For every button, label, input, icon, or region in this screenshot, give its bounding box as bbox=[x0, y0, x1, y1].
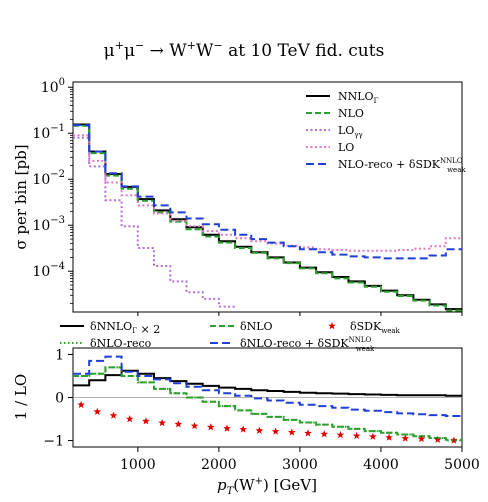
bottom-y-tick-label: 1 bbox=[55, 347, 64, 363]
legend-label-dnlo: δNLO bbox=[240, 320, 273, 333]
x-axis-label: pT(W+) [GeV] bbox=[217, 476, 317, 497]
bottom-series bbox=[73, 355, 462, 444]
bottom-x-tick-label: 5000 bbox=[444, 457, 480, 473]
top-y-axis-label: σ per bin [pb] bbox=[12, 144, 30, 249]
data-point-sdk bbox=[288, 428, 296, 436]
data-point-sdk bbox=[223, 424, 231, 432]
top-panel: 100 10−1 10−2 10−3 10−4 NNLOΓ NLO LOγγ LO NLO-re… bbox=[12, 77, 466, 316]
legend-label-dnloreco: δNLO-reco bbox=[90, 337, 152, 350]
data-point-sdk bbox=[271, 427, 280, 435]
data-point-sdk bbox=[125, 415, 134, 423]
series-line-nloreco bbox=[73, 124, 462, 260]
data-point-sdk bbox=[174, 420, 183, 428]
series-line-dnloreco bbox=[73, 366, 462, 442]
data-point-sdk bbox=[417, 434, 426, 443]
data-point-sdk bbox=[93, 407, 102, 415]
series-line-loyy bbox=[73, 136, 236, 308]
data-point-sdk bbox=[255, 426, 264, 434]
legend-label-nloreco: NLO-reco + δSDKNNLO weak bbox=[338, 157, 466, 174]
bottom-y-tick-label: −1 bbox=[43, 434, 64, 450]
top-series bbox=[73, 123, 462, 312]
series-line-lo bbox=[73, 134, 462, 252]
bottom-x-tick-label: 1000 bbox=[120, 457, 156, 473]
top-y-tick-label: 10−4 bbox=[32, 261, 65, 280]
data-point-sdk bbox=[304, 429, 312, 437]
data-point-sdk bbox=[142, 417, 150, 425]
bottom-x-ticks: 1000 2000 3000 4000 5000 bbox=[120, 447, 480, 473]
top-legend: NNLOΓ NLO LOγγ LO NLO-reco + δSDKNNLO weak bbox=[306, 90, 466, 174]
data-point-sdk bbox=[450, 436, 458, 444]
top-plot-frame bbox=[72, 81, 463, 313]
bottom-y-axis-label: 1 / LO bbox=[12, 374, 30, 420]
legend-swatch-sdk bbox=[328, 322, 336, 330]
legend-label-loyy: LOγγ bbox=[338, 124, 363, 139]
data-point-sdk bbox=[109, 411, 118, 419]
data-point-sdk bbox=[77, 400, 85, 409]
top-y-tick-label: 10−2 bbox=[32, 169, 65, 188]
data-point-sdk bbox=[320, 430, 328, 438]
bottom-x-tick-label: 3000 bbox=[282, 457, 318, 473]
data-point-sdk bbox=[369, 432, 377, 440]
data-point-sdk bbox=[190, 421, 199, 430]
series-line-dnnlo bbox=[73, 369, 462, 397]
chart-title: μ+μ− → W+W− at 10 TeV fid. cuts bbox=[104, 39, 385, 61]
data-point-sdk bbox=[433, 435, 442, 443]
legend-label-nnlo: NNLOΓ bbox=[338, 90, 379, 105]
series-line-dnlo bbox=[73, 366, 462, 441]
bottom-x-tick-label: 2000 bbox=[201, 457, 237, 473]
legend-label-nlo: NLO bbox=[338, 107, 364, 120]
top-y-tick-label: 100 bbox=[41, 77, 65, 96]
data-point-sdk bbox=[385, 433, 393, 441]
bottom-x-tick-label: 4000 bbox=[363, 457, 399, 473]
legend-label-lo: LO bbox=[338, 141, 354, 154]
series-line-dnlorecosdk bbox=[73, 355, 462, 417]
bottom-legend: δNNLOΓ × 2 δNLO δSDKweak δNLO-reco δNLO-reco… bbox=[60, 320, 401, 353]
bottom-panel: −1 0 1 1000 2000 3000 4000 5000 1 / LO pT(W+) … bbox=[12, 347, 480, 497]
top-y-tick-label: 10−1 bbox=[32, 123, 65, 142]
series-line-nnlo bbox=[73, 123, 462, 311]
legend-label-dnnlo: δNNLOΓ × 2 bbox=[90, 320, 160, 336]
legend-label-dnlorecosdk: δNLO-reco + δSDKNNLO weak bbox=[240, 336, 375, 353]
bottom-y-ticks: −1 0 1 bbox=[43, 347, 73, 450]
data-point-sdk bbox=[401, 434, 410, 442]
data-point-sdk bbox=[336, 430, 345, 439]
top-y-ticks: 100 10−1 10−2 10−3 10−4 bbox=[32, 77, 463, 316]
data-point-sdk bbox=[239, 425, 247, 433]
data-point-sdk bbox=[352, 431, 361, 439]
series-line-nlo bbox=[73, 124, 462, 312]
top-y-tick-label: 10−3 bbox=[32, 215, 65, 234]
legend-label-sdk: δSDKweak bbox=[350, 320, 401, 335]
data-point-sdk bbox=[207, 423, 215, 431]
bottom-y-tick-label: 0 bbox=[55, 391, 64, 407]
data-point-sdk bbox=[158, 418, 166, 427]
